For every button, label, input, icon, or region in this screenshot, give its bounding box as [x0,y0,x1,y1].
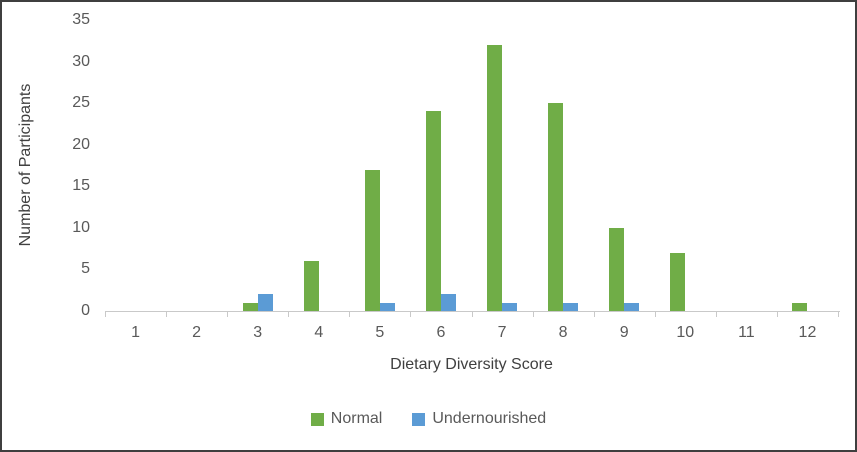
bar-normal-score-8 [548,103,564,311]
x-axis-title: Dietary Diversity Score [390,356,553,373]
y-axis-title: Number of Participants [17,83,34,247]
y-tick-label-25: 25 [72,94,90,112]
bar-normal-score-4 [303,261,319,311]
normal-swatch-icon [310,412,324,426]
x-tick-label-9: 9 [619,324,629,341]
x-axis-tick-mark [471,312,473,317]
x-tick-label-10: 10 [676,324,695,341]
y-tick-label-0: 0 [81,302,90,319]
x-tick-label-4: 4 [314,324,324,341]
x-axis-line [105,311,840,312]
x-axis-tick-mark [838,312,839,317]
bar-undernourished-score-7 [502,302,518,311]
bar-normal-score-12 [792,302,808,311]
bar-normal-score-7 [487,44,503,311]
bar-undernourished-score-8 [563,302,579,311]
y-tick-label-5: 5 [81,260,90,278]
bar-normal-score-3 [242,302,258,311]
x-tick-label-11: 11 [738,324,755,341]
x-axis-tick-mark [776,312,778,317]
x-axis-tick-mark [166,312,168,317]
x-axis-tick-mark [593,312,595,317]
bar-undernourished-score-6 [440,294,456,311]
bar-undernourished-score-9 [624,302,640,311]
y-tick-label-20: 20 [72,135,90,153]
bar-normal-score-10 [670,252,686,311]
x-tick-label-2: 2 [192,324,202,341]
bar-normal-score-9 [609,227,625,311]
legend-item-normal: Normal [310,410,383,428]
chart-legend: Normal Undernourished [2,410,855,428]
legend-item-undernourished: Undernourished [412,410,546,428]
x-tick-label-6: 6 [436,324,446,341]
x-axis-tick-mark [715,312,717,317]
x-axis-tick-mark [105,312,106,317]
x-axis-tick-mark [288,312,290,317]
y-tick-label-10: 10 [72,218,90,236]
bar-undernourished-score-5 [379,302,395,311]
y-tick-label-35: 35 [72,11,90,28]
y-tick-label-15: 15 [72,177,90,195]
y-tick-label-30: 30 [72,52,90,70]
x-axis-tick-mark [227,312,229,317]
x-tick-label-1: 1 [131,324,140,341]
x-tick-label-7: 7 [497,324,507,341]
x-tick-label-12: 12 [798,324,817,341]
x-axis-tick-mark [410,312,412,317]
x-tick-label-8: 8 [558,324,568,341]
x-tick-label-5: 5 [375,324,385,341]
x-axis-tick-mark [532,312,534,317]
x-axis-tick-mark [654,312,656,317]
bar-normal-score-6 [425,111,441,311]
bar-undernourished-score-3 [257,294,273,311]
legend-label-undernourished: Undernourished [432,410,547,427]
legend-label-normal: Normal [330,410,383,427]
undernourished-swatch-icon [412,412,426,426]
x-tick-label-3: 3 [253,324,263,341]
x-axis-tick-mark [349,312,351,317]
bar-normal-score-5 [364,169,380,311]
